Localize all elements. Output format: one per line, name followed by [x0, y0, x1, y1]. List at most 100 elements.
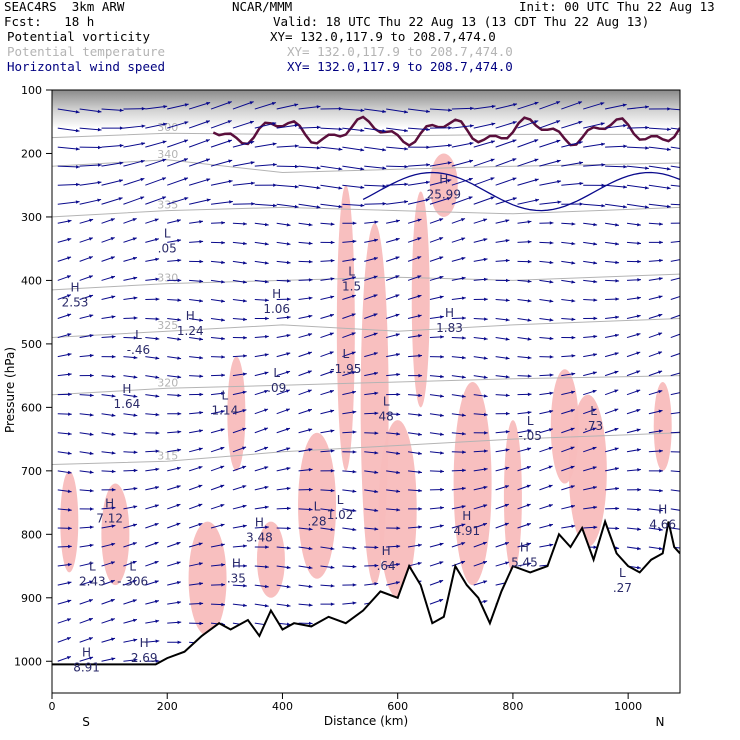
pv-tropopause-contour: [212, 115, 680, 147]
wind-vector: [583, 142, 606, 148]
wind-vector: [342, 108, 365, 113]
wind-vector: [407, 218, 422, 224]
wind-vector: [473, 158, 495, 167]
wind-vector: [473, 238, 488, 243]
extremum-annotation: H7.12: [96, 496, 123, 525]
wind-vector: [101, 432, 116, 436]
wind-vector: [232, 446, 247, 453]
forecast-hour: Fcst: 18 h: [4, 14, 95, 29]
wind-vector: [189, 601, 204, 606]
extremum-value: 2.43: [79, 575, 106, 589]
extremum-annotation: L-.306: [117, 560, 148, 589]
x-tick-label: 600: [387, 700, 408, 713]
wind-vector: [57, 412, 72, 416]
shaded-plume: [298, 432, 337, 579]
wind-vector: [189, 198, 211, 205]
wind-vector: [386, 237, 400, 243]
wind-vector: [189, 318, 204, 322]
wind-vector: [539, 200, 562, 205]
wind-vector: [670, 489, 680, 492]
wind-vector: [539, 465, 553, 472]
wind-vector: [451, 196, 473, 205]
wind-vector: [473, 196, 495, 205]
wind-vector: [189, 410, 204, 415]
wind-vector: [561, 140, 583, 148]
wind-vector: [583, 408, 597, 415]
wind-vector: [276, 603, 291, 608]
wind-vector: [473, 541, 488, 548]
extremum-letter: L: [164, 227, 171, 241]
wind-vector: [254, 241, 269, 246]
wind-vector: [429, 315, 444, 320]
wind-vector: [451, 413, 466, 417]
y-tick-label: 800: [21, 528, 42, 541]
wind-vector: [539, 391, 554, 396]
wind-vector: [648, 107, 671, 111]
isentrope-line: [52, 375, 680, 396]
wind-vector: [79, 488, 94, 493]
extremum-annotation: L.09: [267, 366, 286, 395]
wind-vector: [232, 524, 247, 529]
wind-speed-contour: [362, 171, 680, 212]
wind-vector: [583, 122, 605, 129]
wind-vector: [167, 219, 181, 224]
wind-vector: [626, 408, 641, 415]
wind-vector: [123, 579, 137, 586]
wind-vector: [276, 260, 291, 265]
extremum-letter: L: [273, 366, 280, 380]
wind-vector: [451, 394, 466, 398]
wind-vector: [232, 181, 255, 186]
wind-vector: [57, 656, 72, 662]
wind-vector: [648, 184, 671, 190]
isentrope-line: [52, 206, 680, 218]
wind-vector: [583, 222, 598, 227]
wind-vector: [517, 484, 531, 491]
wind-vector: [407, 543, 422, 548]
wind-vector: [386, 146, 409, 151]
wind-vector: [254, 222, 269, 227]
wind-vector: [79, 599, 94, 605]
wind-vector: [429, 432, 444, 436]
model-title: SEAC4RS 3km ARW: [4, 0, 125, 14]
wind-vector: [670, 240, 680, 243]
wind-vector: [232, 241, 247, 246]
y-axis-label: Pressure (hPa): [3, 347, 17, 433]
wind-vector: [167, 541, 181, 548]
wind-vector: [451, 316, 466, 320]
wind-vector: [167, 121, 189, 129]
wind-vector: [539, 373, 554, 377]
wind-vector: [626, 370, 641, 377]
x-end-label-south: S: [82, 715, 90, 729]
wind-vector: [386, 353, 401, 358]
wind-vector: [473, 218, 488, 224]
wind-vector: [298, 370, 312, 377]
wind-vector: [364, 489, 379, 494]
wind-vector: [648, 165, 671, 171]
wind-vector: [101, 143, 124, 148]
wind-vector: [57, 489, 72, 493]
wind-vector: [539, 241, 554, 245]
wind-vector: [123, 394, 138, 398]
wind-vector: [188, 466, 203, 472]
wind-vector: [451, 450, 466, 454]
wind-vector: [101, 126, 124, 130]
wind-vector: [364, 451, 379, 455]
wind-vector: [408, 163, 431, 167]
extremum-value: .28: [307, 514, 326, 528]
wind-vector: [670, 372, 680, 377]
extremum-annotation: L-.46: [127, 328, 150, 357]
shaded-plume: [653, 381, 672, 471]
wind-vector: [561, 524, 576, 529]
wind-vector: [123, 468, 138, 473]
wind-vector: [539, 409, 554, 415]
wind-vector: [648, 527, 663, 532]
wind-vector: [57, 372, 72, 377]
extremum-value: .09: [267, 381, 286, 395]
wind-vector: [539, 523, 554, 529]
wind-vector: [648, 508, 663, 512]
wind-vector: [210, 543, 225, 548]
wind-vector: [79, 413, 94, 417]
wind-vector: [626, 146, 649, 150]
wind-vector: [57, 618, 72, 624]
extremum-letter: H: [232, 557, 241, 571]
